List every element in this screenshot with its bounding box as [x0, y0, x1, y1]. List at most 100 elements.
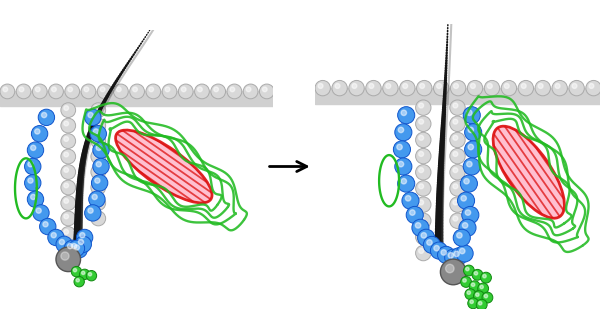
- Circle shape: [398, 175, 415, 192]
- Circle shape: [406, 195, 411, 201]
- Circle shape: [335, 84, 340, 89]
- Circle shape: [64, 167, 68, 172]
- Circle shape: [64, 229, 68, 234]
- Circle shape: [448, 252, 454, 258]
- Circle shape: [465, 289, 476, 300]
- Circle shape: [76, 229, 93, 246]
- Circle shape: [410, 210, 415, 215]
- Circle shape: [90, 126, 106, 142]
- Circle shape: [398, 127, 404, 133]
- Circle shape: [28, 142, 44, 158]
- Circle shape: [79, 269, 90, 279]
- Circle shape: [56, 236, 73, 252]
- Circle shape: [61, 211, 76, 226]
- Circle shape: [586, 81, 600, 96]
- Circle shape: [484, 294, 488, 298]
- Circle shape: [463, 265, 475, 276]
- Circle shape: [470, 84, 475, 89]
- Circle shape: [38, 109, 55, 126]
- Circle shape: [402, 192, 419, 209]
- Circle shape: [332, 81, 347, 96]
- Circle shape: [61, 118, 76, 133]
- Circle shape: [64, 198, 68, 203]
- Circle shape: [64, 121, 68, 126]
- Circle shape: [93, 158, 109, 175]
- Circle shape: [416, 181, 431, 196]
- Circle shape: [3, 87, 8, 92]
- Circle shape: [419, 200, 424, 205]
- Circle shape: [65, 84, 80, 99]
- Circle shape: [71, 266, 82, 277]
- Circle shape: [504, 84, 509, 89]
- Circle shape: [146, 84, 161, 99]
- Circle shape: [437, 246, 455, 263]
- Circle shape: [483, 274, 486, 278]
- Circle shape: [211, 84, 226, 99]
- Circle shape: [28, 191, 44, 207]
- Circle shape: [434, 245, 439, 251]
- Circle shape: [89, 191, 105, 207]
- Circle shape: [96, 162, 101, 167]
- Circle shape: [116, 87, 121, 92]
- Circle shape: [49, 84, 64, 99]
- Circle shape: [453, 135, 458, 140]
- Circle shape: [463, 279, 466, 282]
- Bar: [315, 88, 600, 104]
- Circle shape: [470, 300, 473, 303]
- Circle shape: [243, 84, 258, 99]
- Circle shape: [16, 84, 31, 99]
- Circle shape: [36, 208, 41, 213]
- Circle shape: [450, 116, 465, 132]
- Circle shape: [91, 134, 106, 149]
- Circle shape: [466, 267, 469, 271]
- Circle shape: [94, 129, 98, 134]
- Circle shape: [418, 229, 434, 246]
- Circle shape: [56, 247, 80, 272]
- Circle shape: [416, 149, 431, 164]
- Circle shape: [366, 81, 381, 96]
- Circle shape: [476, 299, 487, 310]
- Circle shape: [61, 103, 76, 118]
- Circle shape: [434, 81, 449, 96]
- Circle shape: [28, 178, 33, 183]
- Circle shape: [64, 183, 68, 188]
- Circle shape: [68, 240, 85, 257]
- Circle shape: [461, 276, 472, 287]
- Circle shape: [95, 178, 100, 183]
- Circle shape: [468, 298, 479, 309]
- Circle shape: [501, 81, 517, 96]
- Ellipse shape: [493, 126, 565, 218]
- Circle shape: [43, 222, 48, 227]
- Circle shape: [416, 245, 431, 261]
- Circle shape: [538, 84, 543, 89]
- Circle shape: [424, 236, 440, 253]
- Circle shape: [386, 84, 391, 89]
- Circle shape: [91, 118, 106, 133]
- Circle shape: [456, 245, 473, 262]
- Circle shape: [133, 87, 137, 92]
- Circle shape: [130, 84, 145, 99]
- Circle shape: [0, 84, 15, 99]
- Circle shape: [412, 219, 429, 236]
- Circle shape: [32, 84, 47, 99]
- Circle shape: [162, 84, 177, 99]
- Circle shape: [395, 158, 412, 175]
- Circle shape: [35, 87, 40, 92]
- Circle shape: [552, 81, 568, 96]
- Circle shape: [518, 81, 533, 96]
- Circle shape: [462, 206, 479, 223]
- Circle shape: [468, 127, 473, 133]
- Circle shape: [416, 213, 431, 228]
- Circle shape: [450, 197, 465, 212]
- Circle shape: [397, 144, 402, 150]
- Circle shape: [416, 229, 431, 245]
- Circle shape: [572, 84, 577, 89]
- Circle shape: [88, 113, 93, 118]
- Circle shape: [416, 165, 431, 180]
- Circle shape: [165, 87, 170, 92]
- Circle shape: [464, 178, 469, 184]
- Circle shape: [419, 84, 425, 89]
- Circle shape: [41, 113, 47, 118]
- Circle shape: [64, 152, 68, 157]
- Circle shape: [473, 291, 484, 302]
